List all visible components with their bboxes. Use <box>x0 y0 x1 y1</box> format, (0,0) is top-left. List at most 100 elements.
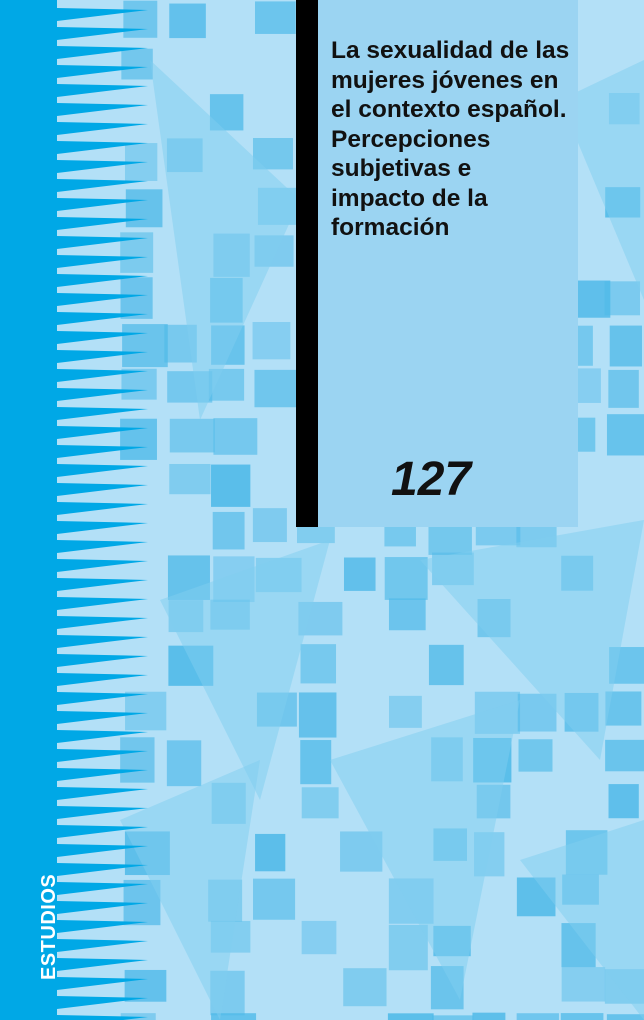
collage-tile <box>252 322 291 360</box>
collage-shard <box>330 700 520 1000</box>
collage-tile <box>169 418 215 453</box>
collage-tile <box>388 924 428 971</box>
spine-spike <box>57 540 148 553</box>
spine-spike <box>57 806 148 819</box>
spine-spike <box>57 274 148 287</box>
spine-spike <box>57 179 148 192</box>
collage-tile <box>254 369 298 408</box>
title-panel <box>296 0 578 527</box>
spine-spike <box>57 331 148 344</box>
spine-spike <box>57 939 148 952</box>
collage-tile <box>606 414 644 456</box>
spine-spike <box>57 787 148 800</box>
collage-tile <box>122 324 168 368</box>
spine-spike <box>57 312 148 325</box>
black-accent-bar <box>296 0 318 527</box>
spine-spike <box>57 730 148 743</box>
spine-spike <box>57 255 148 268</box>
collage-tile <box>211 464 251 507</box>
collage-tile <box>388 598 426 631</box>
collage-shard <box>120 760 260 1020</box>
spine-spike <box>57 8 148 21</box>
collage-tile <box>300 644 337 684</box>
spine-spike <box>57 160 148 173</box>
spine-spike <box>57 882 148 895</box>
spine-spike <box>57 654 148 667</box>
collage-tile <box>298 692 337 738</box>
collage-shard <box>560 60 644 300</box>
collage-tile <box>518 739 553 772</box>
spine-spike <box>57 65 148 78</box>
collage-tile <box>301 920 337 955</box>
spine-spike <box>57 692 148 705</box>
collage-tile <box>169 463 211 495</box>
spine-spike <box>57 616 148 629</box>
spine-spike <box>57 46 148 59</box>
spine-spike <box>57 445 148 458</box>
spine-band <box>0 0 57 1020</box>
collage-tile <box>343 968 387 1007</box>
spine-spike <box>57 198 148 211</box>
collage-tile <box>253 878 296 920</box>
collage-shard <box>420 520 644 760</box>
collage-tile <box>120 1013 156 1020</box>
spine-spike <box>57 388 148 401</box>
collage-tile <box>252 508 287 543</box>
spine-spike <box>57 27 148 40</box>
collage-tile <box>428 644 464 686</box>
spine-spike <box>57 844 148 857</box>
collage-tile <box>608 369 639 408</box>
collage-tile <box>255 833 286 872</box>
book-title: La sexualidad de las mujeres jóvenes en … <box>331 37 570 241</box>
spine-spike <box>57 578 148 591</box>
volume-number: 127 <box>391 453 472 506</box>
spine-spike <box>57 863 148 876</box>
spine-spike <box>57 901 148 914</box>
spine-spike <box>57 464 148 477</box>
spine-spike <box>57 711 148 724</box>
spine-spike <box>57 293 148 306</box>
collage-tile <box>606 1014 644 1020</box>
spine-spike <box>57 407 148 420</box>
spine-spike <box>57 597 148 610</box>
collage-tile <box>213 418 258 455</box>
collage-tile <box>343 557 376 591</box>
spine-spike <box>57 483 148 496</box>
collage-tile <box>211 1013 257 1020</box>
spine-spike <box>57 559 148 572</box>
series-label: ESTUDIOS <box>38 873 60 980</box>
spine-spike <box>57 103 148 116</box>
collage-tile <box>123 0 158 38</box>
collage-tile <box>608 784 639 819</box>
collage-tile <box>254 1 296 34</box>
spine-spike <box>57 996 148 1009</box>
spine-spike <box>57 426 148 439</box>
collage-tile <box>561 967 606 1002</box>
spine-spike <box>57 825 148 838</box>
spine-spike <box>57 673 148 686</box>
collage-tile <box>472 1012 506 1020</box>
spine-spike <box>57 502 148 515</box>
spine-spike <box>57 521 148 534</box>
collage-tile <box>120 737 155 783</box>
collage-tile <box>384 557 428 600</box>
collage-tile <box>301 787 339 819</box>
collage-tile <box>121 368 157 400</box>
collage-tile <box>560 1013 604 1020</box>
spine-spike <box>57 217 148 230</box>
spine-spike <box>57 122 148 135</box>
collage-tile <box>124 969 167 1002</box>
collage-tile <box>388 695 422 728</box>
spine-spike <box>57 1015 148 1020</box>
spine-spike <box>57 920 148 933</box>
collage-tile <box>121 48 153 80</box>
collage-tile <box>166 740 202 787</box>
spine-spike <box>57 768 148 781</box>
collage-shard <box>160 540 330 800</box>
collage-tile <box>125 691 167 731</box>
collage-tile <box>604 281 641 316</box>
collage-tile <box>125 189 163 228</box>
collage-tile <box>516 1013 559 1020</box>
collage-tile <box>387 1013 434 1020</box>
spine-spike <box>57 369 148 382</box>
